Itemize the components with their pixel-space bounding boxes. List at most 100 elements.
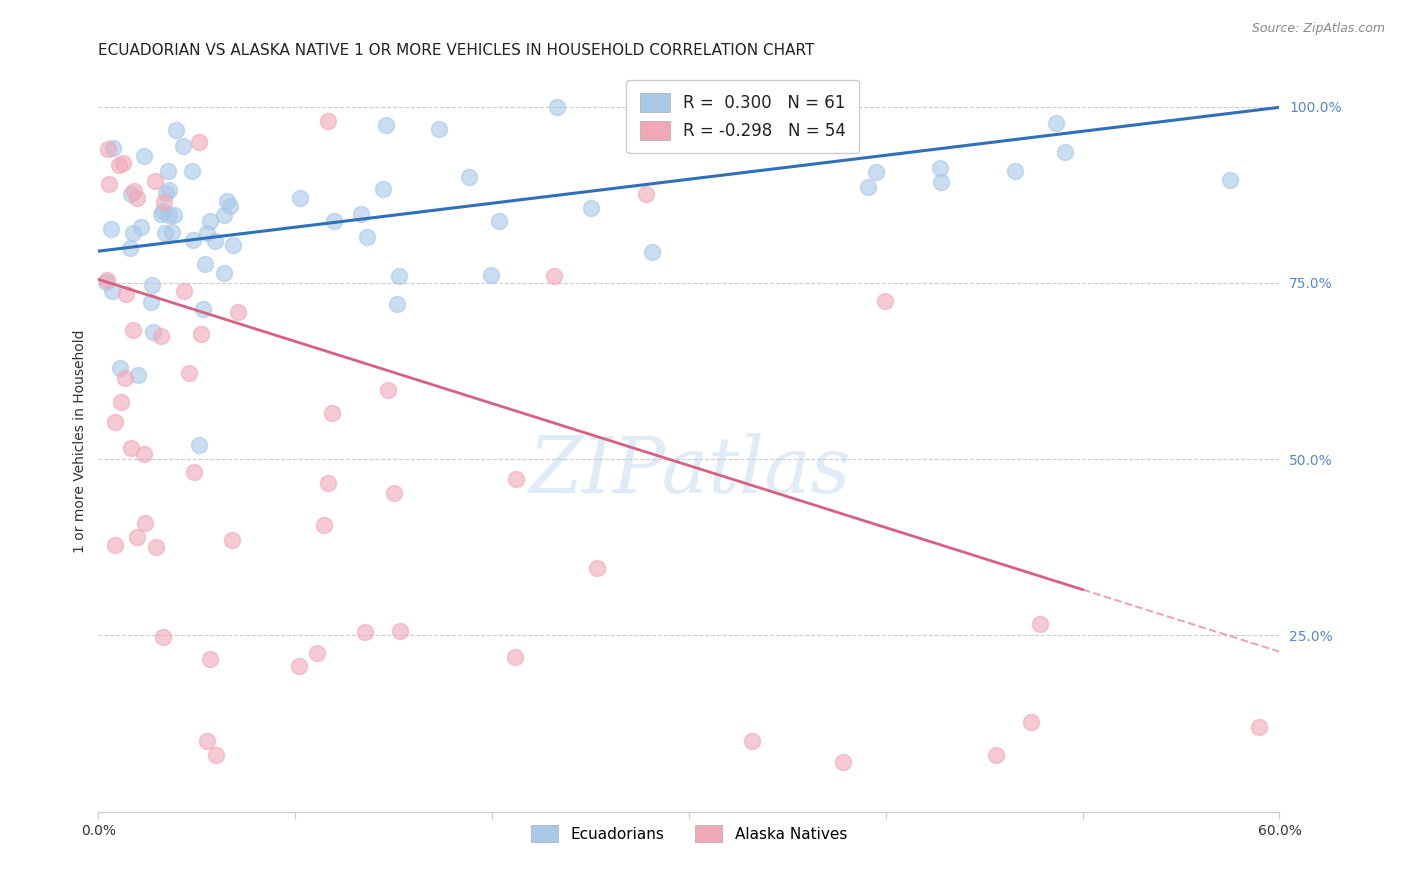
Point <box>180 163 202 178</box>
Point <box>121 323 143 337</box>
Point <box>157 163 180 178</box>
Point <box>145 174 167 188</box>
Point <box>118 241 141 255</box>
Point <box>150 207 173 221</box>
Point <box>388 268 411 283</box>
Point <box>101 285 124 299</box>
Point <box>145 540 167 554</box>
Point <box>127 530 149 544</box>
Point <box>200 651 222 665</box>
Point <box>165 123 187 137</box>
Point <box>122 227 145 241</box>
Point <box>427 121 450 136</box>
Point <box>458 170 481 185</box>
Point <box>195 226 218 240</box>
Point <box>385 297 408 311</box>
Point <box>503 649 526 664</box>
Point <box>129 219 152 234</box>
Point <box>318 113 340 128</box>
Point <box>153 226 176 240</box>
Point <box>107 158 129 172</box>
Point <box>350 207 373 221</box>
Point <box>641 245 664 260</box>
Point <box>212 208 235 222</box>
Point <box>377 383 399 397</box>
Point <box>157 183 180 197</box>
Point <box>191 302 214 317</box>
Point <box>152 631 174 645</box>
Point <box>856 180 879 194</box>
Point <box>142 325 165 339</box>
Point <box>1219 173 1241 187</box>
Point <box>314 518 336 533</box>
Point <box>288 191 311 205</box>
Point <box>1249 720 1271 734</box>
Point <box>875 294 897 309</box>
Point <box>374 118 396 132</box>
Point <box>120 442 142 456</box>
Point <box>984 748 1007 763</box>
Point <box>114 370 136 384</box>
Point <box>323 214 346 228</box>
Point <box>222 238 245 252</box>
Point <box>371 182 394 196</box>
Point <box>134 516 156 530</box>
Point <box>505 472 527 486</box>
Point <box>546 100 568 114</box>
Point <box>97 177 120 191</box>
Point <box>188 135 211 149</box>
Point <box>100 222 122 236</box>
Text: Source: ZipAtlas.com: Source: ZipAtlas.com <box>1251 22 1385 36</box>
Point <box>97 142 120 156</box>
Point <box>134 148 156 162</box>
Point <box>172 139 194 153</box>
Point <box>488 214 510 228</box>
Point <box>115 287 138 301</box>
Point <box>218 199 240 213</box>
Point <box>543 269 565 284</box>
Point <box>581 201 603 215</box>
Point <box>1004 163 1026 178</box>
Point <box>929 161 952 175</box>
Point <box>634 187 657 202</box>
Point <box>127 368 149 382</box>
Point <box>101 140 124 154</box>
Point <box>188 438 211 452</box>
Point <box>305 646 328 660</box>
Point <box>163 208 186 222</box>
Point <box>215 194 238 209</box>
Point <box>162 225 184 239</box>
Point <box>832 756 855 770</box>
Point <box>204 234 226 248</box>
Point <box>741 734 763 748</box>
Point <box>94 275 117 289</box>
Point <box>108 360 131 375</box>
Point <box>183 465 205 479</box>
Point <box>212 266 235 280</box>
Point <box>205 748 228 763</box>
Point <box>194 257 217 271</box>
Point <box>155 186 177 201</box>
Point <box>159 208 181 222</box>
Point <box>104 537 127 551</box>
Point <box>221 533 243 547</box>
Point <box>111 156 134 170</box>
Y-axis label: 1 or more Vehicles in Household: 1 or more Vehicles in Household <box>73 330 87 553</box>
Point <box>479 268 502 282</box>
Point <box>181 233 204 247</box>
Point <box>198 213 221 227</box>
Point <box>190 326 212 341</box>
Text: ECUADORIAN VS ALASKA NATIVE 1 OR MORE VEHICLES IN HOUSEHOLD CORRELATION CHART: ECUADORIAN VS ALASKA NATIVE 1 OR MORE VE… <box>98 43 815 58</box>
Point <box>865 164 887 178</box>
Point <box>353 625 375 640</box>
Legend: Ecuadorians, Alaska Natives: Ecuadorians, Alaska Natives <box>524 819 853 848</box>
Point <box>153 194 176 209</box>
Point <box>127 191 149 205</box>
Point <box>120 187 142 202</box>
Point <box>382 486 405 500</box>
Point <box>132 447 155 461</box>
Point <box>1054 145 1077 159</box>
Point <box>96 272 118 286</box>
Point <box>1045 116 1067 130</box>
Point <box>104 415 127 429</box>
